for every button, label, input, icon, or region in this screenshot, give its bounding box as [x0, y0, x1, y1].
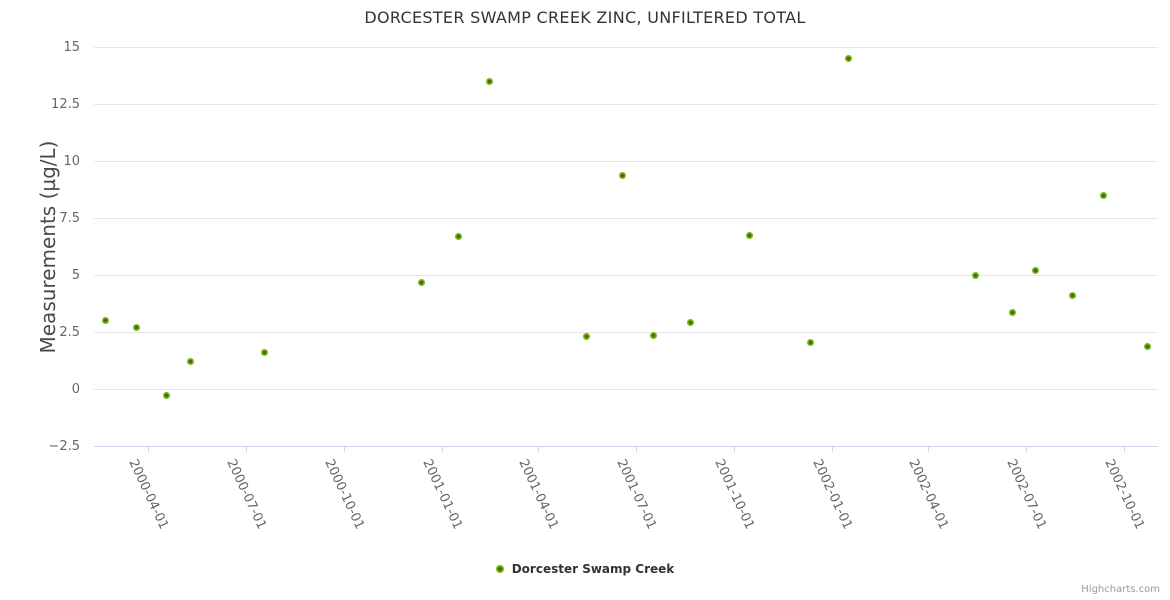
x-axis-tick-label: 2000-07-01 — [223, 457, 269, 532]
data-point[interactable] — [582, 333, 590, 341]
x-axis-tick — [442, 447, 443, 452]
series-marker-icon — [495, 565, 504, 573]
y-axis-tick-label: 7.5 — [59, 211, 80, 226]
x-axis-tick-label: 2001-10-01 — [711, 457, 757, 532]
data-point[interactable] — [619, 172, 627, 180]
data-point[interactable] — [102, 317, 110, 325]
y-axis-tick-label: −2.5 — [48, 439, 80, 454]
y-axis-tick-label: 2.5 — [59, 325, 80, 340]
x-axis-tick — [1026, 447, 1027, 452]
y-gridline — [94, 275, 1158, 276]
data-point[interactable] — [163, 392, 171, 400]
y-gridline — [94, 389, 1158, 390]
data-point[interactable] — [844, 54, 852, 62]
x-axis-tick-label: 2002-07-01 — [1003, 457, 1049, 532]
x-axis-tick-label: 2002-04-01 — [905, 457, 951, 532]
y-axis-tick-label: 0 — [71, 382, 80, 397]
y-axis-tick-label: 12.5 — [51, 97, 80, 112]
x-axis-tick — [148, 447, 149, 452]
data-point[interactable] — [261, 349, 269, 357]
data-point[interactable] — [418, 279, 426, 287]
x-axis-tick-label: 2002-01-01 — [809, 457, 855, 532]
x-axis-tick-label: 2000-04-01 — [125, 457, 171, 532]
data-point[interactable] — [186, 358, 194, 366]
data-point[interactable] — [971, 271, 979, 279]
y-axis-title: Measurements (µg/L) — [36, 140, 60, 353]
x-axis-tick — [734, 447, 735, 452]
data-point[interactable] — [133, 323, 141, 331]
y-gridline — [94, 104, 1158, 105]
data-point[interactable] — [454, 232, 462, 240]
x-axis-tick-label: 2000-10-01 — [321, 457, 367, 532]
x-axis-tick — [832, 447, 833, 452]
data-point[interactable] — [1100, 191, 1108, 199]
data-point[interactable] — [807, 338, 815, 346]
x-axis-tick — [344, 447, 345, 452]
x-axis-tick-label: 2001-04-01 — [515, 457, 561, 532]
legend: Dorcester Swamp Creek — [0, 562, 1170, 576]
y-gridline — [94, 47, 1158, 48]
credits-link[interactable]: Highcharts.com — [1081, 584, 1160, 595]
chart-title: DORCESTER SWAMP CREEK ZINC, UNFILTERED T… — [364, 8, 806, 27]
x-axis-tick — [928, 447, 929, 452]
y-gridline — [94, 161, 1158, 162]
y-axis-tick-label: 15 — [63, 40, 80, 55]
y-axis-tick-label: 10 — [63, 154, 80, 169]
legend-label: Dorcester Swamp Creek — [511, 562, 675, 576]
data-point[interactable] — [485, 77, 493, 85]
y-gridline — [94, 332, 1158, 333]
x-axis-tick-label: 2001-07-01 — [613, 457, 659, 532]
data-point[interactable] — [1031, 266, 1039, 274]
x-axis-tick — [246, 447, 247, 452]
x-axis-line — [94, 446, 1158, 447]
data-point[interactable] — [1069, 292, 1077, 300]
y-gridline — [94, 218, 1158, 219]
data-point[interactable] — [1009, 309, 1017, 317]
y-axis-tick-label: 5 — [71, 268, 80, 283]
x-axis-tick — [636, 447, 637, 452]
x-axis-tick — [1124, 447, 1125, 452]
legend-item-dorcester-swamp-creek[interactable]: Dorcester Swamp Creek — [495, 562, 675, 576]
data-point[interactable] — [650, 331, 658, 339]
x-axis-tick-label: 2001-01-01 — [419, 457, 465, 532]
x-axis-tick-label: 2002-10-01 — [1101, 457, 1147, 532]
data-point[interactable] — [1143, 343, 1151, 351]
data-point[interactable] — [746, 231, 754, 239]
data-point[interactable] — [686, 319, 694, 327]
x-axis-tick — [538, 447, 539, 452]
